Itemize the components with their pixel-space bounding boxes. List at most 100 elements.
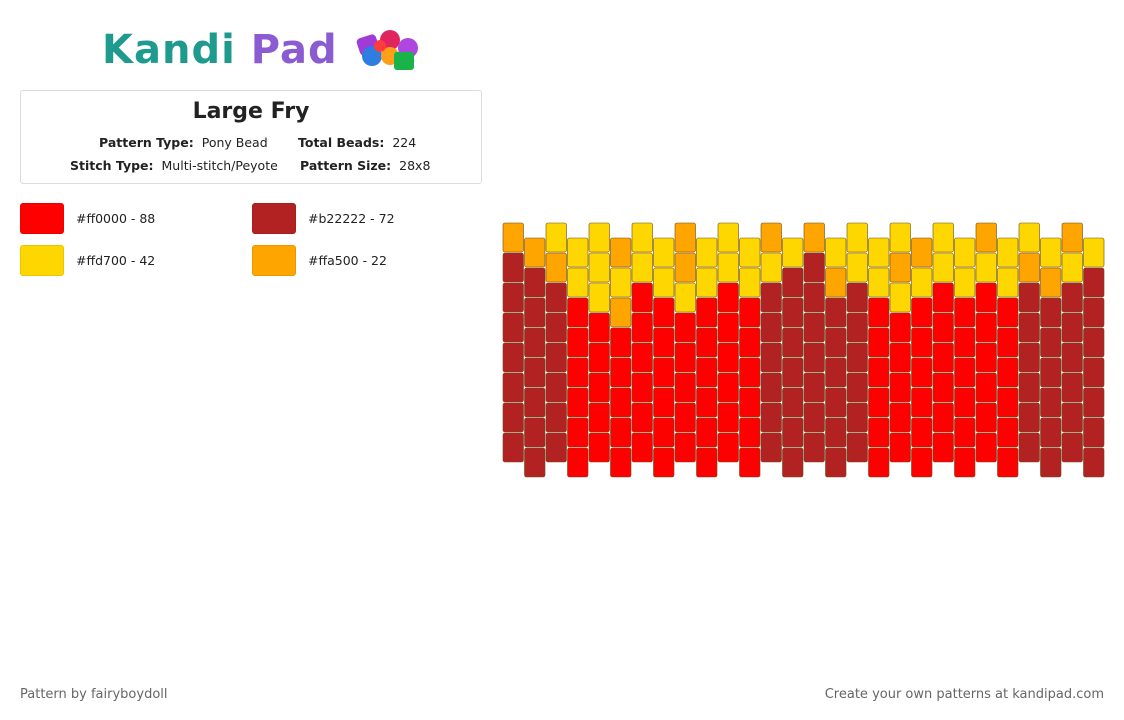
bead <box>1018 372 1040 403</box>
bead <box>825 237 847 268</box>
bead <box>524 327 546 358</box>
bead <box>567 237 589 268</box>
color-legend-label: #b22222 - 72 <box>308 211 395 226</box>
bead <box>932 252 954 283</box>
bead <box>696 417 718 448</box>
bead <box>782 417 804 448</box>
bead <box>997 327 1019 358</box>
bead <box>631 222 653 253</box>
bead <box>1083 417 1105 448</box>
bead <box>954 297 976 328</box>
bead <box>889 432 911 463</box>
bead <box>610 447 632 478</box>
bead <box>674 252 696 283</box>
bead <box>868 267 890 298</box>
bead <box>803 252 825 283</box>
bead <box>997 297 1019 328</box>
total-beads-value: 224 <box>392 135 417 150</box>
bead <box>1040 267 1062 298</box>
bead <box>1040 417 1062 448</box>
bead <box>545 372 567 403</box>
beads-logo-icon <box>356 30 418 70</box>
bead <box>717 432 739 463</box>
bead <box>674 312 696 343</box>
color-swatch <box>20 245 64 276</box>
bead <box>825 357 847 388</box>
bead <box>1083 327 1105 358</box>
bead <box>1083 357 1105 388</box>
stitch-type-value: Multi-stitch/Peyote <box>161 158 278 173</box>
bead <box>1040 447 1062 478</box>
bead <box>610 237 632 268</box>
bead <box>545 252 567 283</box>
bead <box>653 267 675 298</box>
logo-word-pad: Pad <box>250 27 338 73</box>
bead <box>760 402 782 433</box>
bead <box>1061 222 1083 253</box>
bead <box>696 387 718 418</box>
bead <box>954 327 976 358</box>
bead <box>932 342 954 373</box>
bead <box>760 312 782 343</box>
color-swatch <box>252 245 296 276</box>
bead <box>545 342 567 373</box>
color-legend-item: #ffd700 - 42 <box>20 245 155 276</box>
bead <box>911 357 933 388</box>
bead <box>932 372 954 403</box>
bead <box>545 282 567 313</box>
bead <box>846 372 868 403</box>
kandi-pad-logo[interactable]: Kandi Pad <box>102 26 426 74</box>
bead <box>997 387 1019 418</box>
bead <box>825 267 847 298</box>
bead <box>631 372 653 403</box>
bead <box>997 417 1019 448</box>
bead <box>610 387 632 418</box>
bead <box>997 237 1019 268</box>
bead <box>739 297 761 328</box>
bead <box>975 312 997 343</box>
bead <box>1061 312 1083 343</box>
bead <box>588 252 610 283</box>
bead <box>739 237 761 268</box>
bead <box>868 297 890 328</box>
bead <box>1018 402 1040 433</box>
bead <box>760 222 782 253</box>
bead <box>631 282 653 313</box>
bead <box>846 252 868 283</box>
bead <box>760 372 782 403</box>
bead <box>631 342 653 373</box>
bead <box>782 267 804 298</box>
logo-wordmark: Kandi Pad <box>102 26 338 74</box>
bead <box>545 222 567 253</box>
bead <box>932 222 954 253</box>
bead <box>610 417 632 448</box>
bead <box>631 432 653 463</box>
bead <box>524 267 546 298</box>
bead <box>588 372 610 403</box>
bead <box>739 327 761 358</box>
bead <box>954 447 976 478</box>
color-legend-label: #ff0000 - 88 <box>76 211 156 226</box>
bead <box>696 447 718 478</box>
bead-pattern-grid <box>502 222 1105 478</box>
bead <box>1040 237 1062 268</box>
bead <box>868 357 890 388</box>
bead <box>502 342 524 373</box>
bead <box>653 387 675 418</box>
bead <box>932 432 954 463</box>
bead <box>588 432 610 463</box>
bead <box>696 357 718 388</box>
bead <box>567 447 589 478</box>
color-legend-label: #ffd700 - 42 <box>76 253 156 268</box>
pattern-size-row: Pattern Size: 28x8 <box>300 158 430 173</box>
bead <box>631 252 653 283</box>
bead <box>739 447 761 478</box>
total-beads-label: Total Beads: <box>298 135 385 150</box>
bead <box>1018 342 1040 373</box>
bead <box>524 237 546 268</box>
bead <box>889 282 911 313</box>
bead <box>1040 387 1062 418</box>
bead <box>782 297 804 328</box>
bead <box>954 387 976 418</box>
kandipad-promo-link[interactable]: Create your own patterns at kandipad.com <box>824 687 1104 702</box>
